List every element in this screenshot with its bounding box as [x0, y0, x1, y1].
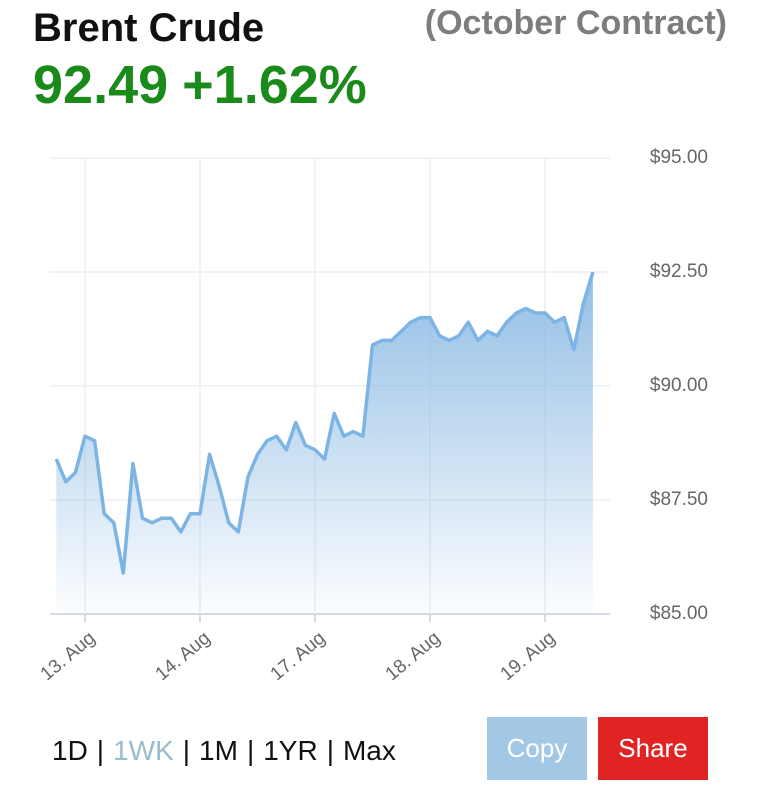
y-tick-label: $90.00 — [650, 375, 708, 396]
separator: | — [182, 735, 191, 766]
x-tick-label: 18. Aug — [382, 628, 445, 686]
x-tick-label: 17. Aug — [267, 628, 330, 686]
quote: 92.49 +1.62% — [33, 54, 367, 116]
copy-button[interactable]: Copy — [487, 717, 587, 780]
x-tick-label: 19. Aug — [497, 628, 560, 686]
change: +1.62% — [182, 55, 367, 115]
range-option[interactable]: 1D — [52, 735, 88, 766]
y-tick-label: $87.50 — [650, 489, 708, 510]
area — [56, 272, 593, 614]
share-button[interactable]: Share — [598, 717, 708, 780]
range-option[interactable]: 1YR — [263, 735, 318, 766]
price-line — [54, 271, 595, 575]
subtitle: (October Contract) — [424, 4, 727, 42]
separator: | — [96, 735, 105, 766]
x-tick-label: 14. Aug — [152, 628, 215, 686]
x-tick-label: 13. Aug — [37, 628, 100, 686]
range-option[interactable]: 1WK — [113, 735, 174, 766]
separator: | — [326, 735, 334, 766]
range-selector: 1D | 1WK | 1M | 1YR | Max — [52, 735, 396, 767]
y-tick-label: $85.00 — [650, 603, 708, 624]
title: Brent Crude — [33, 6, 265, 50]
price: 92.49 — [33, 55, 169, 115]
range-option[interactable]: Max — [342, 735, 396, 766]
range-option[interactable]: 1M — [199, 735, 238, 766]
chart: $85.00 $87.50 $90.00 $92.50 $95.00 13. Aug 14.… — [37, 147, 708, 686]
y-tick-label: $95.00 — [650, 147, 708, 168]
y-tick-label: $92.50 — [650, 261, 708, 282]
separator: | — [246, 735, 255, 766]
